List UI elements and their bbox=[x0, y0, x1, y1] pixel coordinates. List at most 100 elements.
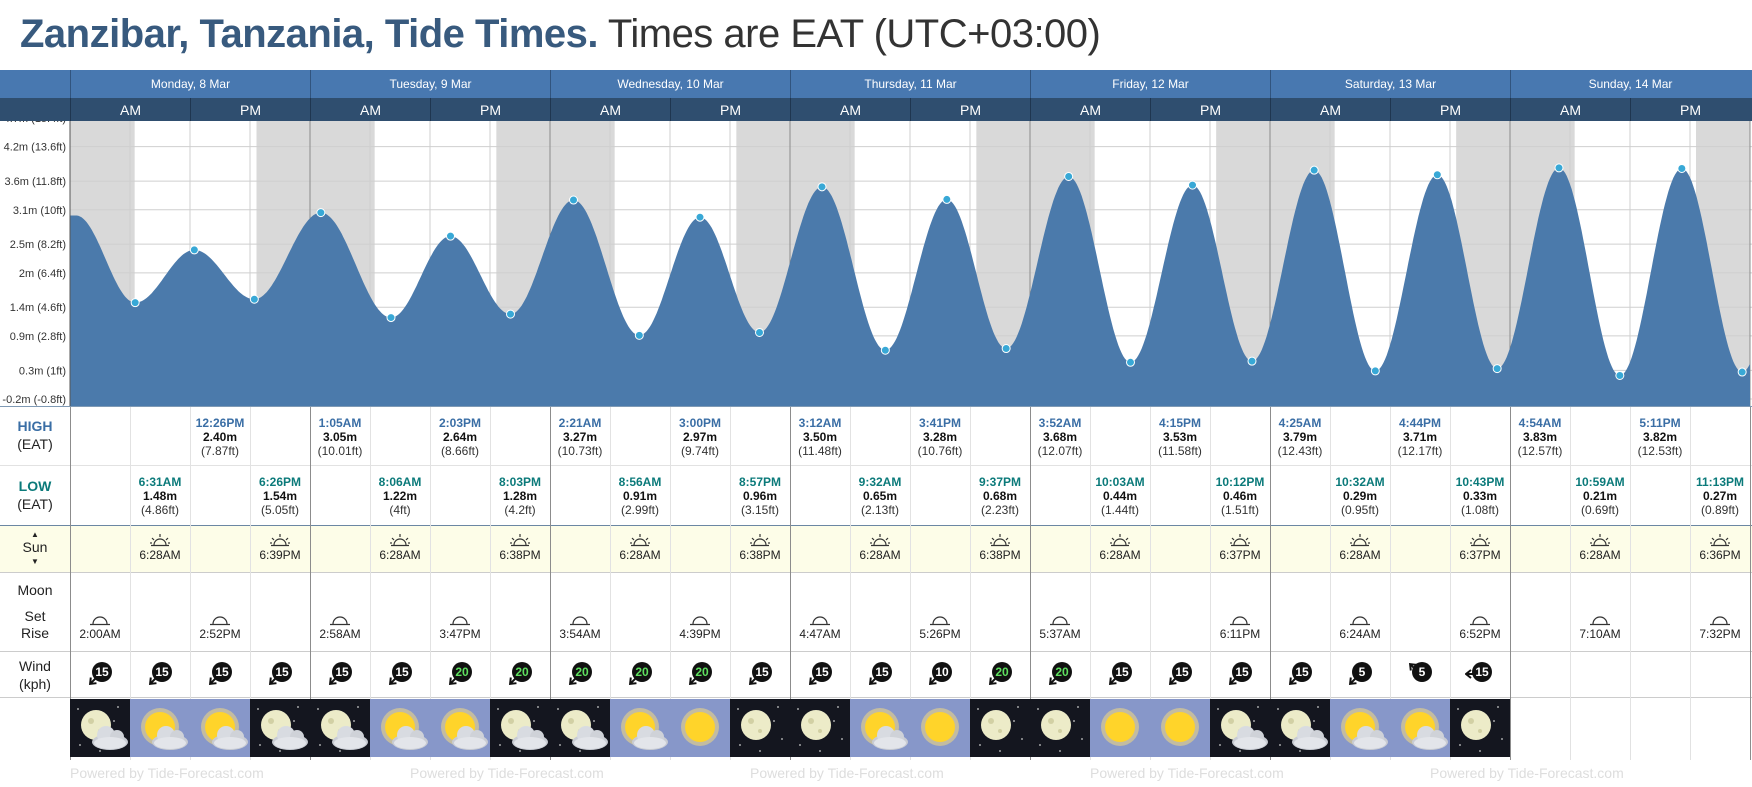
wind-arrow-icon: 15 bbox=[1168, 662, 1192, 686]
tide-ft: (0.89ft) bbox=[1700, 503, 1739, 517]
sunset-event: 6:38PM bbox=[700, 533, 820, 562]
tide-extreme-marker bbox=[755, 327, 764, 337]
pm-label: PM bbox=[1630, 98, 1750, 121]
wind-indicator: 15 bbox=[145, 659, 175, 689]
moon-time: 2:58AM bbox=[319, 627, 361, 641]
weather-sun-cloud-icon bbox=[1390, 699, 1450, 757]
tide-time: 10:43PM bbox=[1455, 475, 1505, 489]
moon-time: 6:11PM bbox=[1219, 627, 1261, 641]
wind-badge bbox=[1472, 662, 1492, 682]
tide-time: 6:26PM bbox=[258, 475, 302, 489]
moon-event-icon bbox=[90, 616, 110, 626]
tide-extreme-marker bbox=[1370, 366, 1380, 376]
weather-sun-icon bbox=[670, 699, 730, 757]
wind-speed: 15 bbox=[1175, 665, 1189, 679]
tide-time: 3:41PM bbox=[918, 416, 962, 430]
wind-badge bbox=[1292, 662, 1312, 682]
high-tide-cell: 1:05AM 3.05m (10.01ft) bbox=[280, 416, 400, 458]
moon-event: 6:11PM bbox=[1180, 612, 1300, 641]
high-tide-cell: 2:03PM 2.64m (8.66ft) bbox=[400, 416, 520, 458]
sunrise-icon bbox=[870, 534, 890, 547]
pm-label: PM bbox=[1390, 98, 1510, 121]
am-label: AM bbox=[70, 98, 190, 121]
tide-ft: (1.08ft) bbox=[1460, 503, 1499, 517]
wind-speed: 15 bbox=[215, 665, 229, 679]
column-divider bbox=[1030, 407, 1031, 760]
footer-credit: Powered by Tide-Forecast.com bbox=[1090, 765, 1284, 781]
weather-moon-clear-icon bbox=[1030, 699, 1090, 757]
low-label: LOW (EAT) bbox=[0, 478, 70, 513]
wind-badge bbox=[812, 662, 832, 682]
wind-badge bbox=[932, 662, 952, 682]
high-tide-cell: 4:15PM 3.53m (11.58ft) bbox=[1120, 416, 1240, 458]
moon-event-icon bbox=[1710, 616, 1730, 626]
sun-time: 6:28AM bbox=[1099, 548, 1141, 562]
tide-time: 10:59AM bbox=[1575, 475, 1625, 489]
tide-ft: (8.66ft) bbox=[440, 444, 479, 458]
weather-sun-cloud-icon bbox=[430, 699, 490, 757]
tide-extreme-marker bbox=[634, 330, 644, 340]
wind-arrow-icon: 20 bbox=[568, 662, 592, 686]
y-tick-label: 1.4m (4.6ft) bbox=[10, 302, 66, 314]
wind-arrow-icon: 15 bbox=[1464, 662, 1492, 682]
day-label: Thursday, 11 Mar bbox=[790, 70, 1030, 98]
moon-event: 3:47PM bbox=[400, 612, 520, 641]
low-tide-cell: 10:03AM 0.44m (1.44ft) bbox=[1060, 475, 1180, 517]
wind-speed: 15 bbox=[755, 665, 769, 679]
wind-arrow-icon: 5 bbox=[1408, 662, 1432, 682]
sunrise-event: 6:28AM bbox=[580, 533, 700, 562]
footer-credit: Powered by Tide-Forecast.com bbox=[1430, 765, 1624, 781]
weather-sun-cloud-icon bbox=[190, 699, 250, 757]
high-tide-cell: 3:00PM 2.97m (9.74ft) bbox=[640, 416, 760, 458]
weather-sun-icon bbox=[910, 699, 970, 757]
wind-speed: 10 bbox=[935, 665, 949, 679]
tide-ft: (3.15ft) bbox=[740, 503, 779, 517]
column-divider bbox=[190, 407, 191, 760]
tide-ft: (4ft) bbox=[389, 503, 411, 517]
weather-moon-clear-icon bbox=[790, 699, 850, 757]
weather-sun-cloud-icon bbox=[610, 699, 670, 757]
tide-ft: (12.17ft) bbox=[1397, 444, 1443, 458]
wind-badge bbox=[1352, 662, 1372, 682]
am-label: AM bbox=[1030, 98, 1150, 121]
sunset-icon bbox=[1710, 534, 1730, 547]
wind-speed: 15 bbox=[395, 665, 409, 679]
y-tick-label: 4.7m (15.4ft) bbox=[4, 121, 66, 125]
tide-m: 0.65m bbox=[862, 489, 898, 503]
sun-time: 6:38PM bbox=[499, 548, 541, 562]
tide-time: 5:11PM bbox=[1639, 416, 1681, 430]
wind-label-line: (kph) bbox=[19, 675, 51, 692]
wind-indicator: 20 bbox=[985, 659, 1015, 689]
am-label: AM bbox=[1510, 98, 1630, 121]
weather-moon-clear-icon bbox=[970, 699, 1030, 757]
tide-time: 4:15PM bbox=[1158, 416, 1202, 430]
footer-credit: Powered by Tide-Forecast.com bbox=[70, 765, 264, 781]
tide-extreme-marker bbox=[1737, 367, 1747, 377]
high-tide-cell: 3:41PM 3.28m (10.76ft) bbox=[880, 416, 1000, 458]
tide-time: 8:56AM bbox=[618, 475, 662, 489]
tide-ft: (11.58ft) bbox=[1158, 444, 1202, 458]
wind-indicator: 10 bbox=[925, 659, 955, 689]
wind-speed: 15 bbox=[815, 665, 829, 679]
wind-indicator: 15 bbox=[205, 659, 235, 689]
tide-extreme-marker bbox=[446, 231, 455, 241]
wind-arrow-icon: 15 bbox=[88, 662, 112, 686]
wind-indicator: 15 bbox=[265, 659, 295, 689]
wind-arrow-icon: 15 bbox=[328, 662, 352, 686]
moon-event-icon bbox=[1350, 616, 1370, 626]
tide-time: 3:00PM bbox=[678, 416, 722, 430]
wind-speed: 20 bbox=[635, 665, 649, 679]
tide-extreme-marker bbox=[880, 345, 890, 355]
high-tide-cell: 4:25AM 3.79m (12.43ft) bbox=[1240, 416, 1360, 458]
low-tide-cell: 6:31AM 1.48m (4.86ft) bbox=[100, 475, 220, 517]
weather-sun-cloud-icon bbox=[370, 699, 430, 757]
y-tick-label: 2.5m (8.2ft) bbox=[10, 239, 66, 251]
moon-event-icon bbox=[450, 616, 470, 626]
wind-speed: 15 bbox=[1295, 665, 1309, 679]
sunset-event: 6:38PM bbox=[940, 533, 1060, 562]
wind-indicator: 5 bbox=[1345, 659, 1375, 689]
moon-label-line: Rise bbox=[20, 625, 49, 641]
tide-time: 8:06AM bbox=[378, 475, 422, 489]
sunset-icon bbox=[750, 534, 770, 547]
sunset-icon bbox=[1230, 534, 1250, 547]
